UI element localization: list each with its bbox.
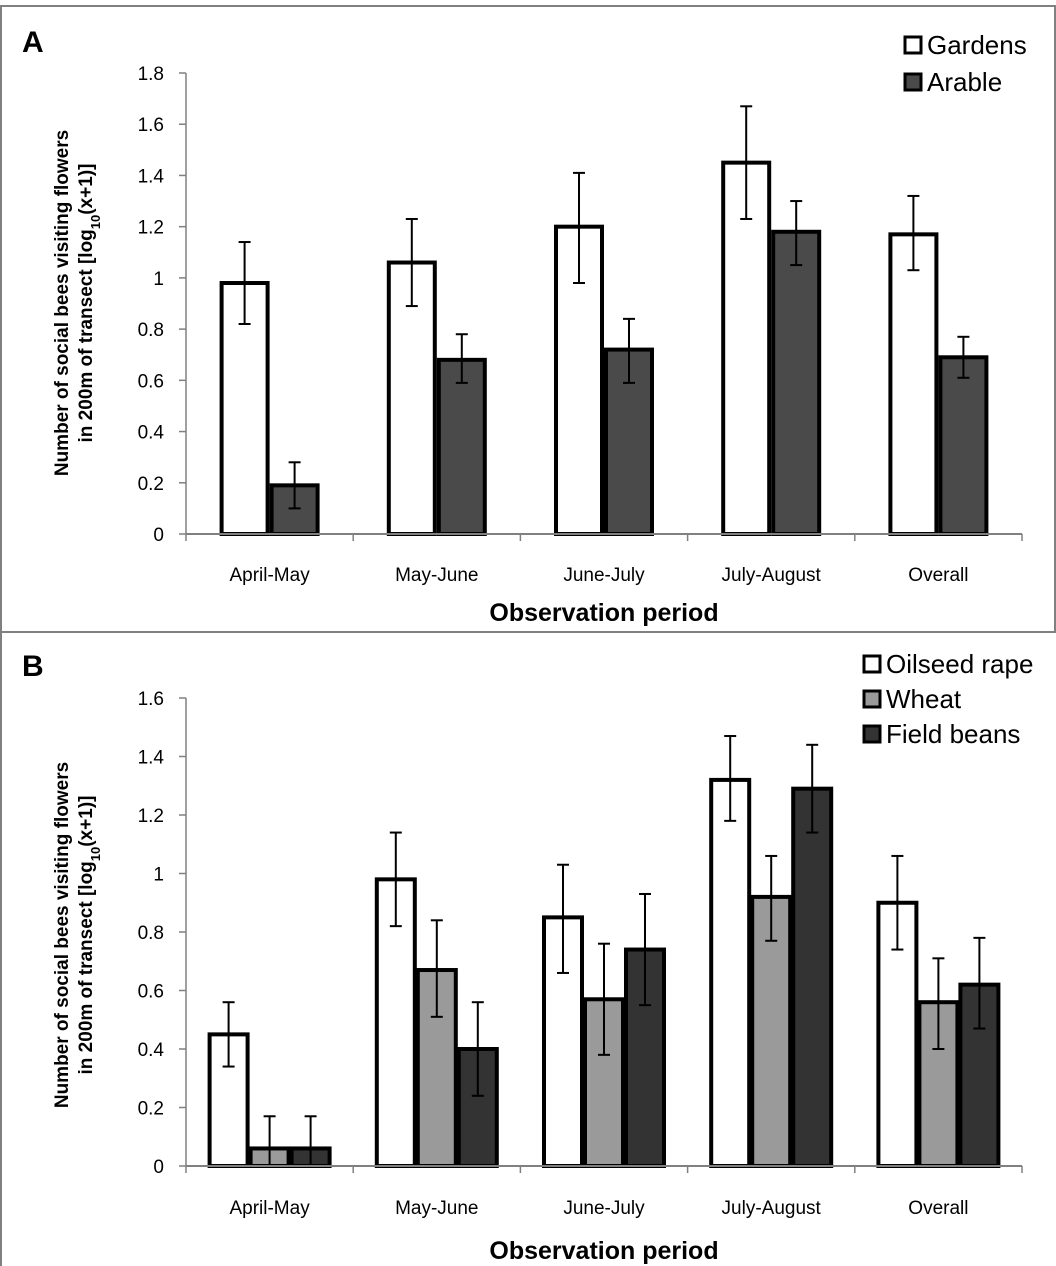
panel-a-legend-label: Gardens [927,30,1027,60]
panel-a-y-axis-title: Number of social bees visiting flowers in… [52,130,103,476]
panel-b-category-label: July-August [722,1198,822,1219]
panel-a-category-label: April-May [229,565,310,586]
panel-a-bar [888,232,939,536]
panel-b-y-tick-label: 1.6 [138,689,164,710]
panel-a-y-tick-label: 1.4 [138,166,165,187]
panel-b: B 0 0.2 0.4 0.6 0.8 1 1.2 1.4 1.6 April-May May-Jun… [22,649,1033,1265]
panel-a-y-tick-label: 1.6 [138,115,164,136]
panel-a-bar [436,357,487,536]
panel-b-y-tick-label: 0.8 [138,923,164,944]
panel-a-y-tick-label: 0.6 [138,371,164,392]
panel-b-y-tick-label: 1 [153,865,164,886]
panel-b-legend-label: Wheat [886,684,962,714]
panel-a-y-tick-label: 1.8 [138,64,164,85]
panel-b-y-axis-title-line1: Number of social bees visiting flowers [52,762,73,1108]
panel-a-y-tick-label: 0.8 [138,320,164,341]
panel-a-y-axis-title-line2: in 200m of transect [log10(x+1)] [76,164,103,443]
panel-b-category-label: May-June [395,1198,478,1219]
panel-a-x-axis-title: Observation period [489,599,718,627]
panel-b-y-tick-label: 0.4 [138,1040,165,1061]
panel-b-legend-label: Oilseed rape [886,649,1033,679]
panel-b-frame [0,631,1055,1266]
panel-b-bar [709,777,752,1169]
panel-a-y-tick-label: 0 [153,525,164,546]
panel-b-bar [791,786,834,1168]
panel-a-y-tick-label: 1.2 [138,218,164,239]
panel-a-y-tick-label: 1 [153,269,164,290]
panel-b-y-axis-title-part: in 200m of transect [log [76,861,97,1074]
panel-a-category-label: May-June [395,565,478,586]
panel-a-legend-swatch [903,35,923,55]
panel-b-x-axis-title: Observation period [489,1237,718,1265]
panel-b-category-label: June-July [563,1198,645,1219]
panel-b-y-tick-label: 1.4 [138,748,165,769]
panel-b-y-axis-title: Number of social bees visiting flowers in… [52,762,103,1108]
panel-a-legend-label: Arable [927,67,1002,97]
panel-b-y-tick-label: 0 [153,1157,164,1178]
panel-b-y-axis-title-subscript: 10 [88,847,103,861]
panel-b-y-tick-label: 0.6 [138,982,164,1003]
panel-a: A 0 0.2 0.4 0.6 0.8 1 1.2 1.4 1.6 1.8 April-May May-… [22,26,1027,627]
panel-a-bar [771,229,822,537]
panel-a-y-axis-title-part: (x+1)] [76,164,97,215]
panel-a-legend-swatch [903,72,923,92]
panel-b-y-tick-label: 1.2 [138,806,164,827]
panel-a-category-label: June-July [563,565,645,586]
panel-b-legend-label: Field beans [886,719,1020,749]
panel-b-y-axis-title-part: (x+1)] [76,796,97,847]
panel-b-legend-swatch [862,654,882,674]
panel-a-y-axis-title-line1: Number of social bees visiting flowers [52,130,73,476]
panel-frames [0,5,1056,1266]
panel-b-letter: B [22,650,44,683]
panel-a-y-axis-title-part: in 200m of transect [log [76,229,97,442]
panel-a-y-tick-label: 0.4 [138,423,165,444]
panel-b-y-tick-label: 0.2 [138,1099,164,1120]
panel-a-category-label: July-August [722,565,822,586]
panel-b-category-label: April-May [229,1198,310,1219]
panel-a-y-axis-title-subscript: 10 [88,215,103,229]
panel-b-legend-swatch [862,689,882,709]
panel-b-category-label: Overall [908,1198,968,1219]
panel-a-bar [938,355,989,536]
panel-a-y-tick-label: 0.2 [138,474,164,495]
panel-b-legend-swatch [862,724,882,744]
panel-b-y-axis-title-line2: in 200m of transect [log10(x+1)] [76,796,103,1075]
panel-a-letter: A [22,26,44,59]
panel-a-category-label: Overall [908,565,968,586]
